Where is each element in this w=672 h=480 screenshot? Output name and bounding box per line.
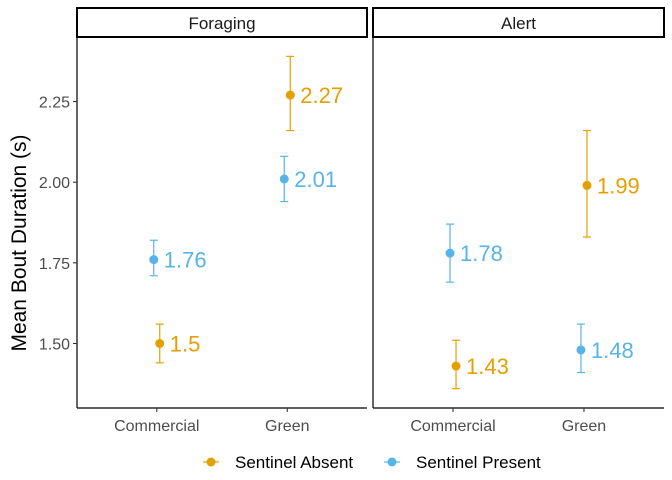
strip-box	[76, 7, 368, 38]
legend-item: Sentinel Present	[384, 453, 541, 472]
strip-label: Alert	[501, 14, 536, 33]
data-point	[445, 248, 455, 258]
y-axis-title: Mean Bout Duration (s)	[8, 134, 31, 351]
x-tick-label: Green	[265, 418, 309, 435]
data-label: 1.99	[597, 173, 640, 198]
x-tick-label: Green	[562, 418, 606, 435]
data-label: 2.27	[300, 83, 343, 108]
panels-layer: Foraging 1.50 1.75 2.00 2.25 Commercial Green 1…	[39, 7, 665, 435]
legend-key-point	[206, 457, 216, 467]
data-label: 1.76	[164, 248, 207, 273]
panel-alert: Alert Commercial Green 1.43 1.99 1.78 1.48	[372, 7, 665, 435]
y-tick-label: 1.50	[39, 336, 70, 353]
legend-label: Sentinel Present	[416, 453, 541, 472]
x-tick-label: Commercial	[410, 418, 495, 435]
data-label: 1.48	[591, 338, 634, 363]
data-point	[155, 338, 165, 348]
data-point	[149, 255, 159, 265]
data-point	[279, 174, 289, 184]
panel-foraging: Foraging 1.50 1.75 2.00 2.25 Commercial Green 1…	[39, 7, 368, 435]
data-label: 1.43	[466, 354, 509, 379]
strip-box	[372, 7, 665, 38]
legend-key-point	[387, 457, 397, 467]
strip-label: Foraging	[188, 14, 255, 33]
legend-label: Sentinel Absent	[235, 453, 353, 472]
y-tick-label: 2.00	[39, 175, 70, 192]
data-point	[451, 361, 461, 371]
data-point	[285, 90, 295, 100]
y-tick-label: 2.25	[39, 95, 70, 112]
data-label: 1.5	[170, 331, 201, 356]
legend: Sentinel Absent Sentinel Present	[203, 453, 541, 472]
y-tick-label: 1.75	[39, 256, 70, 273]
x-tick-label: Commercial	[114, 418, 199, 435]
data-label: 1.78	[460, 241, 503, 266]
legend-item: Sentinel Absent	[203, 453, 353, 472]
data-label: 2.01	[294, 167, 337, 192]
data-point	[576, 345, 586, 355]
data-point	[582, 180, 592, 190]
